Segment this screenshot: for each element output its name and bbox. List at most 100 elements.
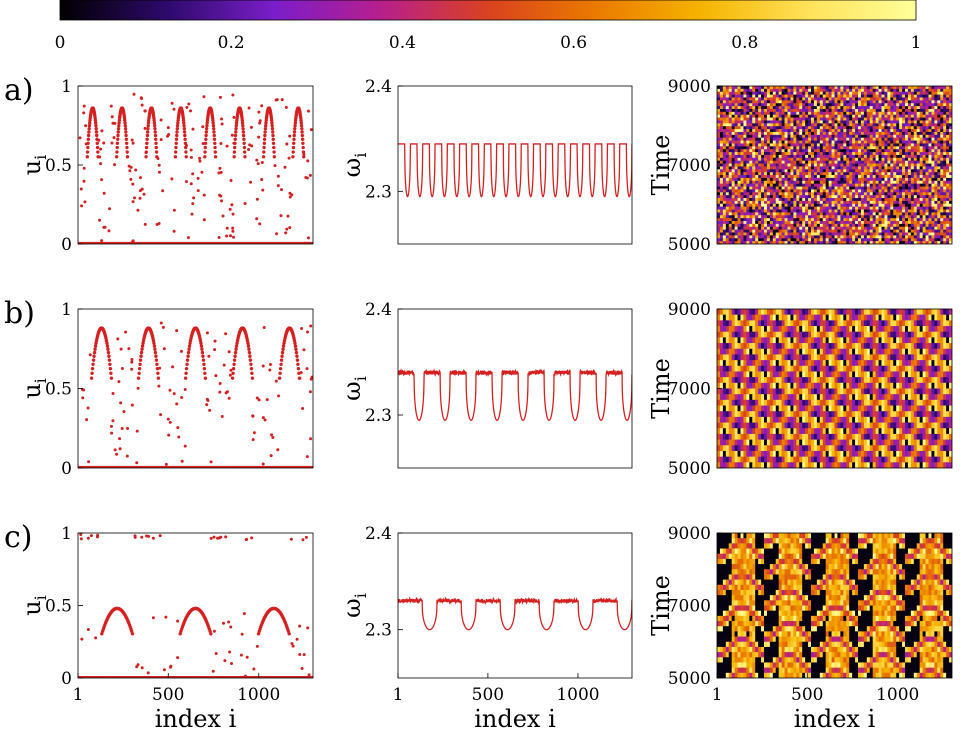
heatmap-cell [902, 209, 906, 213]
heatmap-cell [946, 203, 950, 208]
heatmap-cell [828, 235, 832, 239]
heatmap-cell [799, 180, 803, 185]
data-point [152, 121, 157, 125]
heatmap-cell [937, 120, 941, 124]
heatmap-cell [846, 212, 850, 216]
heatmap-cell [919, 140, 924, 144]
heatmap-cell [752, 126, 756, 130]
heatmap-cell [890, 152, 894, 156]
heatmap-cell [755, 129, 759, 133]
heatmap-cell [764, 129, 768, 133]
heatmap-cell [866, 192, 871, 196]
heatmap-cell [719, 108, 724, 113]
heatmap-cell [787, 177, 791, 182]
heatmap-cell [790, 189, 794, 193]
data-point [229, 179, 233, 183]
heatmap-cell [805, 120, 809, 124]
heatmap-cell [813, 100, 818, 104]
heatmap-cell [849, 180, 853, 185]
heatmap-cell [819, 235, 824, 239]
heatmap-cell [869, 186, 874, 190]
heatmap-cell [925, 203, 929, 208]
heatmap-cell [863, 186, 868, 190]
heatmap-cell [949, 131, 952, 136]
heatmap-cell [775, 229, 780, 233]
heatmap-cell [872, 143, 877, 147]
heatmap-cell [946, 172, 950, 176]
heatmap-cell [907, 160, 912, 164]
heatmap-cell [731, 166, 736, 170]
heatmap-cell [860, 131, 865, 136]
heatmap-cell [805, 86, 809, 90]
data-point [98, 155, 102, 159]
heatmap-cell [893, 97, 897, 101]
heatmap-cell [866, 111, 871, 116]
heatmap-cell [802, 212, 806, 216]
heatmap-cell [819, 131, 824, 136]
heatmap-cell [775, 186, 780, 190]
heatmap-cell [775, 235, 780, 239]
heatmap-cell [866, 154, 871, 159]
heatmap-cell [775, 88, 780, 93]
heatmap-cell [875, 140, 879, 144]
heatmap-cell [878, 100, 882, 104]
heatmap-cell [772, 203, 777, 208]
heatmap-cell [934, 203, 938, 208]
heatmap-cell [834, 166, 838, 170]
heatmap-cell [778, 226, 783, 231]
heatmap-cell [922, 152, 926, 156]
data-point [117, 123, 121, 128]
heatmap-cell [863, 195, 868, 199]
heatmap-cell [905, 226, 909, 231]
heatmap-cell [802, 143, 806, 147]
heatmap-cell [858, 215, 862, 219]
heatmap-cell [878, 169, 882, 173]
heatmap-cell [787, 232, 791, 236]
heatmap-cell [928, 203, 932, 208]
heatmap-cell [766, 126, 771, 130]
heatmap-cell [840, 209, 844, 213]
heatmap-cell [746, 183, 750, 187]
colorbar-ticks: 0 0.2 0.4 0.6 0.8 1 [55, 33, 922, 53]
heatmap-cell [943, 172, 947, 176]
data-point [292, 137, 296, 141]
data-point [189, 109, 193, 113]
heatmap-cell [755, 137, 759, 141]
heatmap-cell [922, 111, 926, 116]
heatmap-cell [781, 86, 785, 90]
heatmap-cell [778, 189, 783, 193]
heatmap-cell [764, 189, 768, 193]
heatmap-cell [905, 177, 909, 182]
heatmap-cell [758, 126, 762, 130]
heatmap-cell [725, 86, 730, 90]
heatmap-cell [811, 108, 815, 113]
heatmap-cell [740, 203, 744, 208]
heatmap-cell [769, 180, 774, 185]
heatmap-cell [916, 108, 921, 113]
heatmap-cell [943, 117, 947, 121]
heatmap-cell [749, 103, 753, 107]
heatmap-cell [869, 114, 874, 118]
heatmap-cell [805, 160, 809, 164]
heatmap-cell [728, 120, 733, 124]
heatmap-cell [743, 177, 747, 182]
heatmap-cell [746, 192, 750, 196]
heatmap-cell [731, 143, 736, 147]
heatmap-cell [769, 200, 774, 205]
heatmap-cell [881, 140, 885, 144]
panel-a-omega: 2.32.4ωi [338, 77, 633, 245]
heatmap-cell [737, 218, 741, 222]
heatmap-cell [846, 154, 850, 159]
heatmap-cell [731, 221, 736, 225]
heatmap-cell [934, 195, 938, 199]
heatmap-cell [764, 229, 768, 233]
heatmap-cell [913, 183, 918, 187]
heatmap-cell [881, 215, 885, 219]
heatmap-cell [916, 88, 921, 93]
heatmap-cell [907, 129, 912, 133]
heatmap-cell [893, 229, 897, 233]
heatmap-cell [808, 157, 812, 162]
heatmap-cell [725, 91, 730, 96]
heatmap-cell [946, 195, 950, 199]
